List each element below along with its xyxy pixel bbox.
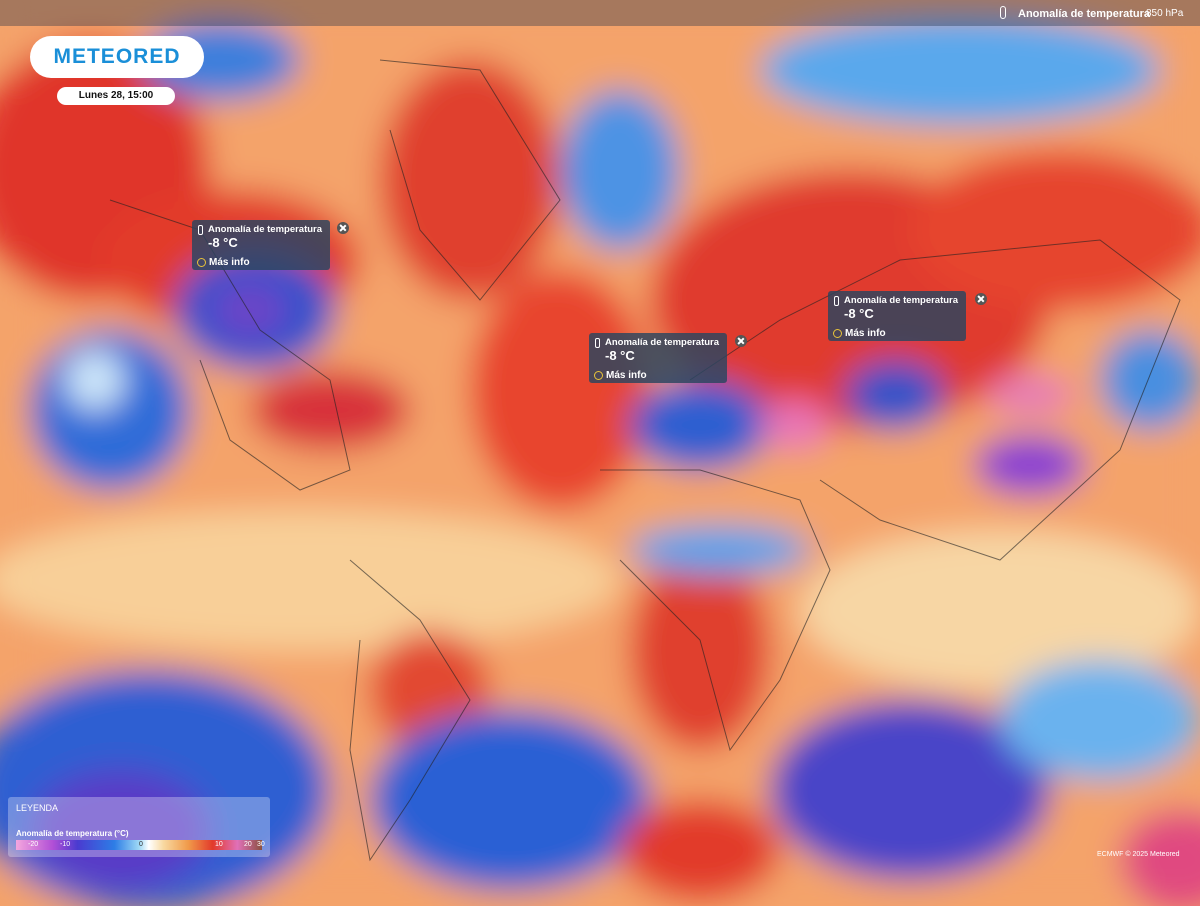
scale-label: -20 (28, 841, 39, 848)
credit: ECMWF © 2025 Meteored (1097, 851, 1180, 858)
legend: LEYENDA Anomalía de temperatura (°C) -20… (8, 797, 270, 857)
more-info-link[interactable]: Más info (606, 370, 647, 381)
close-button[interactable] (735, 335, 747, 347)
popup: Anomalía de temperatura -8 °C Más info (589, 333, 727, 383)
layer-name[interactable]: Anomalía de temperatura (1018, 8, 1151, 20)
color-scale (16, 840, 262, 850)
legend-title: LEYENDA (16, 803, 59, 813)
popup-title: Anomalía de temperatura (844, 295, 959, 306)
more-info-link[interactable]: Más info (845, 328, 886, 339)
thermometer-icon (1000, 6, 1006, 19)
scale-label: 20 (244, 841, 252, 848)
close-button[interactable] (975, 293, 987, 305)
more-info-link[interactable]: Más info (209, 257, 250, 268)
datetime[interactable]: Lunes 28, 15:00 (57, 87, 175, 105)
logo[interactable]: METEORED (30, 36, 204, 78)
popup-value: -8 °C (605, 348, 635, 363)
popup: Anomalía de temperatura -8 °C Más info (828, 291, 966, 341)
info-icon (594, 371, 603, 380)
scale-label: -10 (60, 841, 71, 848)
popup-title: Anomalía de temperatura (208, 224, 323, 235)
pressure-level[interactable]: 850 hPa (1146, 8, 1184, 19)
popup-value: -8 °C (844, 306, 874, 321)
thermometer-icon (595, 338, 600, 348)
popup-value: -8 °C (208, 235, 238, 250)
info-icon (833, 329, 842, 338)
scale-label: 30 (257, 841, 265, 848)
popup: Anomalía de temperatura -8 °C Más info (192, 220, 330, 270)
thermometer-icon (198, 225, 203, 235)
thermometer-icon (834, 296, 839, 306)
popup-title: Anomalía de temperatura (605, 337, 720, 348)
legend-subtitle: Anomalía de temperatura (°C) (16, 829, 129, 838)
close-button[interactable] (337, 222, 349, 234)
scale-label: 0 (139, 841, 143, 848)
info-icon (197, 258, 206, 267)
scale-label: 10 (215, 841, 223, 848)
